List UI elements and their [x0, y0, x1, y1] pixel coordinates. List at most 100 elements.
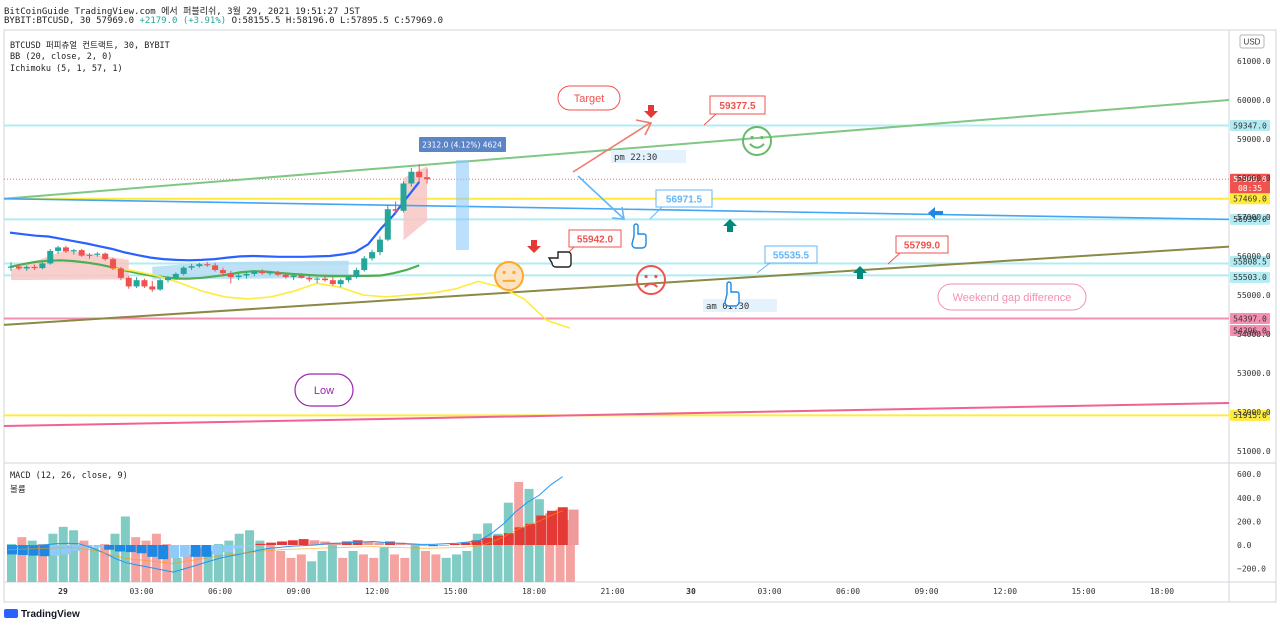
macd-histogram-bar [158, 545, 169, 560]
last-price: 57969.0 [96, 16, 135, 26]
legend-symbol[interactable]: BTCUSD 퍼피츄얼 컨트랙트, 30, BYBIT [10, 41, 170, 51]
happy-face-icon-mouth [749, 143, 765, 149]
macd-tick-label: 0.0 [1237, 541, 1252, 550]
currency-badge[interactable] [1239, 34, 1265, 49]
currency-label: USD [1244, 38, 1261, 47]
price-tick-label: 54000.0 [1237, 330, 1271, 339]
macd-histogram-bar [28, 545, 39, 556]
volume-bar [48, 533, 58, 582]
macd-histogram-bar [201, 545, 212, 557]
candle-body [55, 247, 62, 251]
candle-body [47, 250, 54, 264]
annotation-55535-pointer [756, 262, 771, 274]
macd-histogram-bar [223, 545, 233, 553]
price-tick-label: 57000.0 [1237, 213, 1271, 222]
volume-bar [317, 550, 327, 582]
candle-body [149, 286, 156, 290]
candle-body [369, 252, 376, 259]
annotation-55942-box [568, 229, 622, 248]
legend-ichimoku[interactable]: Ichimoku (5, 1, 57, 1) [10, 64, 123, 74]
price-tick-label: 61000.0 [1237, 57, 1271, 66]
macd-histogram-bar [298, 539, 309, 545]
macd-histogram-bar [547, 510, 557, 545]
annotation-56971-box [655, 189, 713, 208]
candle-body [125, 277, 132, 287]
volume-bar [555, 509, 565, 582]
macd-histogram-bar [244, 545, 255, 547]
candle-body [219, 270, 226, 274]
macd-line [7, 476, 563, 573]
annotation-55799-label: 55799.0 [904, 241, 941, 252]
candle-body [133, 280, 140, 287]
macd-histogram-bar [568, 509, 579, 545]
volume-bar [493, 533, 503, 582]
candle-body [188, 266, 195, 268]
price-tag-box [1230, 193, 1270, 205]
macd-histogram-bar [287, 540, 298, 545]
trendline-blue [3, 197, 1230, 221]
blue-arrow-line [577, 175, 624, 219]
macd-histogram-bar [277, 541, 287, 545]
neutral-face-icon-eye [512, 270, 516, 275]
macd-histogram-bar [61, 545, 71, 555]
price-tag-box [1230, 173, 1270, 194]
macd-histogram-bar [50, 545, 61, 556]
macd-histogram-bar [482, 537, 493, 545]
macd-histogram-bar [93, 545, 104, 548]
price-tick-label: 59000.0 [1237, 135, 1271, 144]
candle-body [102, 253, 109, 260]
candle-body [298, 275, 305, 278]
annotation-55942-label: 55942.0 [577, 235, 614, 246]
macd-histogram-bar [266, 542, 277, 545]
neutral-face-icon-eye [502, 270, 506, 275]
ichimoku-cloud-bearish [11, 250, 129, 281]
candle-body [243, 273, 250, 276]
volume-bar [255, 540, 265, 582]
chart-frame [3, 29, 1277, 603]
candle-body [337, 280, 344, 285]
measure-range [456, 160, 469, 250]
bollinger-basis [9, 259, 420, 280]
candle-body [117, 268, 124, 278]
price-tag-label: 57469.0 [1233, 195, 1267, 204]
volume-bar [452, 554, 462, 582]
ichimoku-lagging-span [109, 266, 571, 329]
candle-body [110, 259, 117, 269]
price-tag-label: 57969.0 [1233, 175, 1267, 184]
bollinger-upper-band [9, 181, 421, 262]
up-arrow-icon [853, 266, 867, 279]
candle-body [94, 253, 101, 255]
candle-body [180, 267, 187, 274]
legend-macd[interactable]: MACD (12, 26, close, 9) [10, 471, 128, 481]
tradingview-logo[interactable]: TradingView [4, 609, 80, 620]
macd-histogram-bar [363, 541, 374, 545]
price-tag-box [1230, 213, 1270, 225]
price-tag-box [1230, 119, 1270, 131]
price-tag-countdown: 08:35 [1238, 184, 1262, 193]
price-tag-box [1230, 409, 1270, 421]
candle-body [392, 209, 399, 211]
macd-signal-line [7, 510, 563, 564]
volume-bar [203, 550, 213, 582]
annotation-55535-label: 55535.5 [773, 251, 810, 262]
legend-volume[interactable]: 볼륨 [10, 485, 26, 495]
trendline-pink [3, 402, 1230, 428]
time-tick-label: 15:00 [443, 587, 467, 596]
candle-body [361, 258, 368, 271]
price-tick-label: 58000.0 [1237, 174, 1271, 183]
open-value: O:58155.5 [231, 16, 281, 26]
candle-body [282, 274, 289, 278]
candle-body [376, 239, 383, 253]
annotation-56971-label: 56971.5 [666, 195, 703, 206]
candle-body [306, 277, 313, 280]
volume-bar [286, 557, 296, 582]
volume-bar [462, 550, 472, 582]
candle-body [165, 277, 171, 281]
volume-bar [7, 544, 16, 582]
volume-bar [100, 544, 110, 582]
time-tick-label: 06:00 [836, 587, 860, 596]
neutral-face-icon [494, 261, 524, 291]
macd-histogram-bar [115, 545, 125, 552]
legend-bb[interactable]: BB (20, close, 2, 0) [10, 52, 113, 62]
